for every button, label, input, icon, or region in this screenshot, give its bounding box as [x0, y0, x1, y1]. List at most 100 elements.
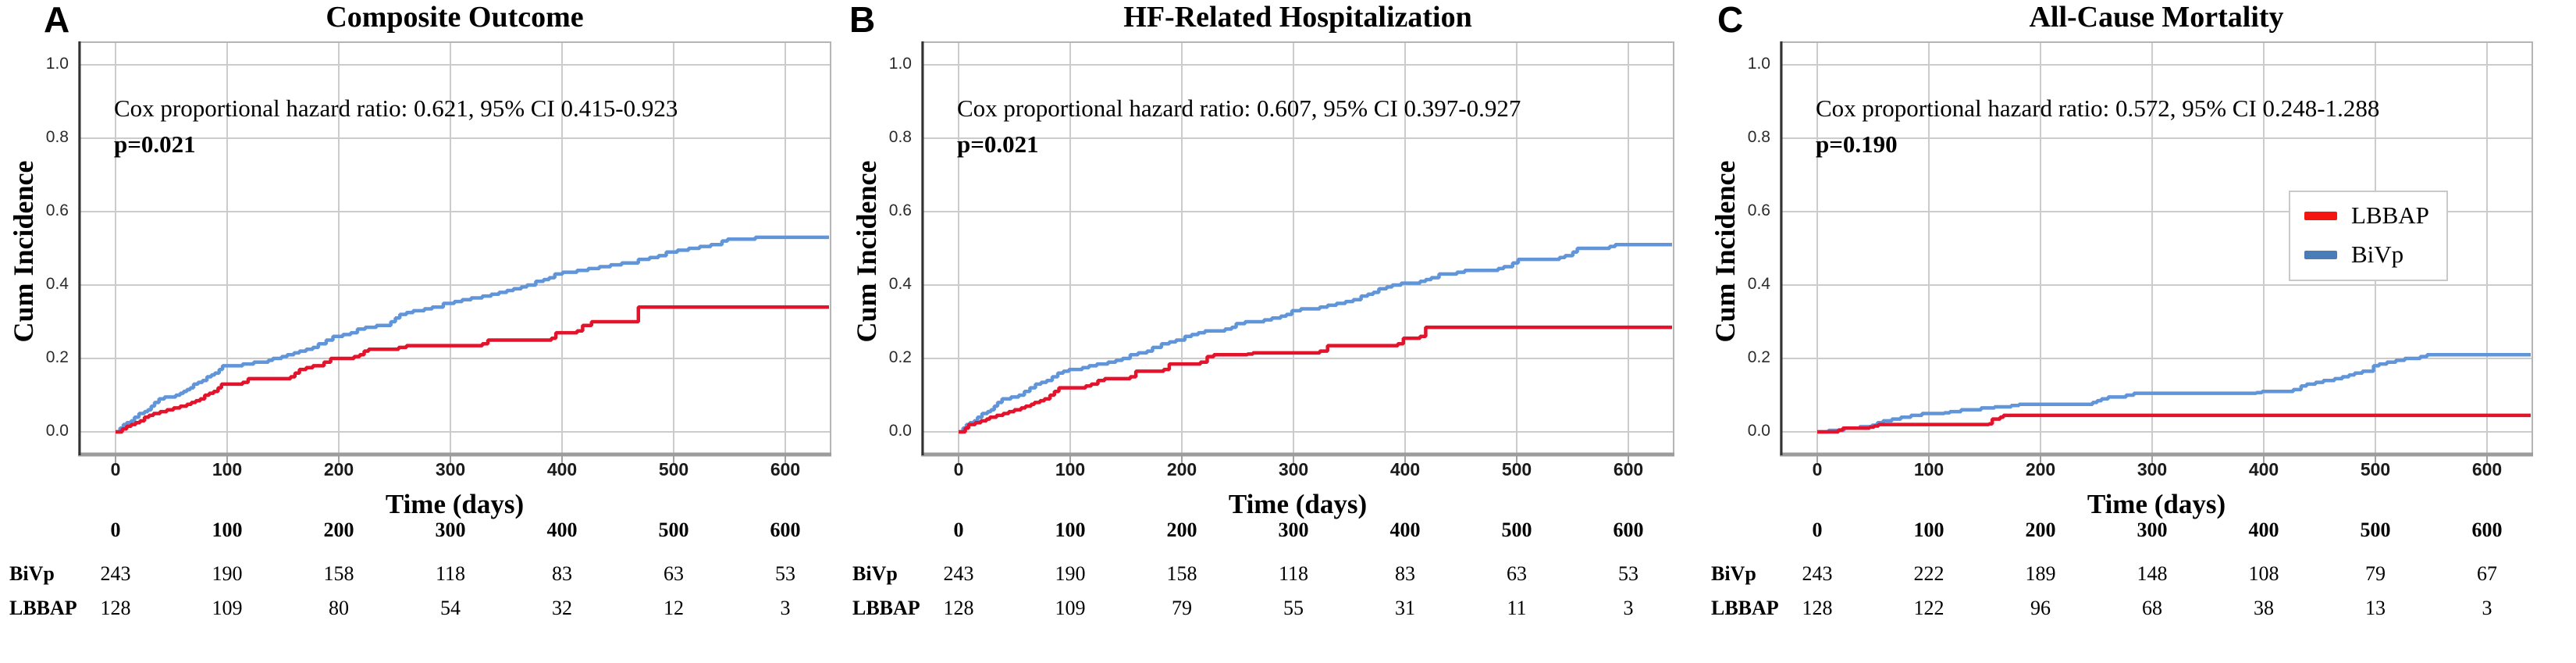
lbbap-curve: [116, 305, 829, 434]
x-tick-label: 300: [435, 459, 466, 479]
x-tick-label: 0: [1812, 459, 1823, 479]
x-tick-label: 600: [1613, 459, 1644, 479]
bivp-curve: [116, 235, 829, 434]
x-tick-label: 500: [1501, 459, 1532, 479]
cum-incidence-chart: [78, 41, 831, 463]
x-axis-label: Time (days): [385, 489, 525, 519]
y-tick-label: 0.6: [1747, 201, 1770, 219]
x-tick-label: 600: [2471, 459, 2503, 479]
gridlines: [923, 43, 1673, 454]
risk-row-label: LBBAP: [9, 597, 77, 619]
risk-count: 189: [2025, 562, 2056, 585]
lbbap-swatch: [2304, 211, 2337, 220]
lbbap-curve: [1817, 413, 2531, 434]
y-tick-label: 1.0: [1747, 55, 1770, 73]
risk-time: 400: [1389, 519, 1421, 541]
risk-time: 600: [2471, 519, 2503, 541]
x-tick-label: 0: [110, 459, 121, 479]
risk-count: 243: [1802, 562, 1833, 585]
legend-item-lbbap: LBBAP: [2304, 201, 2429, 230]
x-tick-label: 200: [323, 459, 354, 479]
risk-time: 200: [323, 519, 354, 541]
legend-item-bivp: BiVp: [2304, 241, 2429, 269]
risk-count: 118: [435, 562, 466, 585]
risk-row-lbbap: LBBAP 128 109 80 54 32 12 3: [0, 597, 843, 623]
risk-row-label: BiVp: [852, 562, 898, 585]
x-tick-label: 500: [658, 459, 689, 479]
cum-incidence-chart: [1780, 41, 2533, 463]
stats-annotation: Cox proportional hazard ratio: 0.607, 95…: [957, 94, 1521, 159]
risk-count: 79: [1172, 597, 1192, 619]
risk-count: 31: [1395, 597, 1415, 619]
risk-table-header: 0 100 200 300 400 500 600: [843, 519, 1702, 545]
x-tick-label: 400: [1389, 459, 1421, 479]
risk-row-label: LBBAP: [1711, 597, 1779, 619]
risk-count: 63: [664, 562, 684, 585]
risk-count: 118: [1278, 562, 1309, 585]
bivp-curve: [959, 243, 1672, 434]
risk-count: 96: [2030, 597, 2051, 619]
risk-row-label: BiVp: [9, 562, 55, 585]
cum-incidence-chart: [921, 41, 1674, 463]
risk-count: 128: [100, 597, 131, 619]
y-tick-label: 0.0: [45, 422, 69, 440]
y-tick-label: 0.2: [1747, 348, 1770, 366]
y-tick-label: 0.6: [888, 201, 912, 219]
y-tick-label: 0.0: [1747, 422, 1770, 440]
y-tick-label: 0.8: [888, 128, 912, 146]
risk-row-lbbap: LBBAP 128 109 79 55 31 11 3: [843, 597, 1702, 623]
y-tick-label: 0.2: [888, 348, 912, 366]
y-axis-label: Cum Incidence: [8, 160, 39, 343]
x-tick-label: 400: [546, 459, 578, 479]
panel-letter-a: A: [44, 0, 70, 40]
risk-count: 158: [323, 562, 354, 585]
x-tick-label: 100: [212, 459, 243, 479]
lbbap-curve: [959, 325, 1672, 434]
risk-count: 3: [2482, 597, 2492, 619]
x-tick-label: 600: [770, 459, 801, 479]
legend: LBBAP BiVp: [2289, 191, 2448, 281]
risk-time: 500: [1501, 519, 1532, 541]
risk-row-bivp: BiVp 243 190 158 118 83 63 53: [0, 562, 843, 589]
x-tick-label: 500: [2360, 459, 2391, 479]
risk-count: 243: [100, 562, 131, 585]
y-tick-label: 1.0: [45, 55, 69, 73]
stats-annotation: Cox proportional hazard ratio: 0.572, 95…: [1816, 94, 2379, 159]
gridlines: [80, 43, 830, 454]
p-value-text: p=0.021: [114, 130, 196, 158]
panel-hf-hospitalization: B HF-Related Hospitalization Cum Inciden…: [843, 0, 1702, 663]
risk-count: 13: [2365, 597, 2386, 619]
risk-count: 63: [1507, 562, 1527, 585]
risk-count: 109: [1055, 597, 1086, 619]
risk-table-header: 0 100 200 300 400 500 600: [0, 519, 843, 545]
risk-time: 600: [770, 519, 801, 541]
risk-count: 109: [212, 597, 243, 619]
x-tick-label: 300: [2137, 459, 2168, 479]
risk-time: 200: [2025, 519, 2056, 541]
panel-title: HF-Related Hospitalization: [1123, 1, 1472, 34]
p-value-text: p=0.021: [957, 130, 1039, 158]
risk-time: 300: [435, 519, 466, 541]
risk-count: 83: [1395, 562, 1415, 585]
risk-count: 3: [780, 597, 791, 619]
risk-count: 11: [1507, 597, 1527, 619]
risk-count: 79: [2365, 562, 2386, 585]
risk-count: 67: [2477, 562, 2497, 585]
panel-composite-outcome: A Composite Outcome Cum Incidence Cox pr…: [0, 0, 843, 663]
legend-label: LBBAP: [2351, 201, 2429, 229]
risk-row-label: BiVp: [1711, 562, 1756, 585]
risk-count: 158: [1166, 562, 1197, 585]
risk-time: 0: [953, 519, 964, 541]
risk-count: 54: [440, 597, 461, 619]
risk-time: 600: [1613, 519, 1644, 541]
risk-time: 500: [658, 519, 689, 541]
risk-table-header: 0 100 200 300 400 500 600: [1702, 519, 2576, 545]
risk-count: 32: [552, 597, 572, 619]
risk-count: 148: [2137, 562, 2168, 585]
risk-count: 222: [1913, 562, 1944, 585]
risk-count: 83: [552, 562, 572, 585]
bivp-curve: [1817, 353, 2531, 434]
panel-title: Composite Outcome: [326, 1, 584, 34]
y-tick-label: 0.8: [45, 128, 69, 146]
